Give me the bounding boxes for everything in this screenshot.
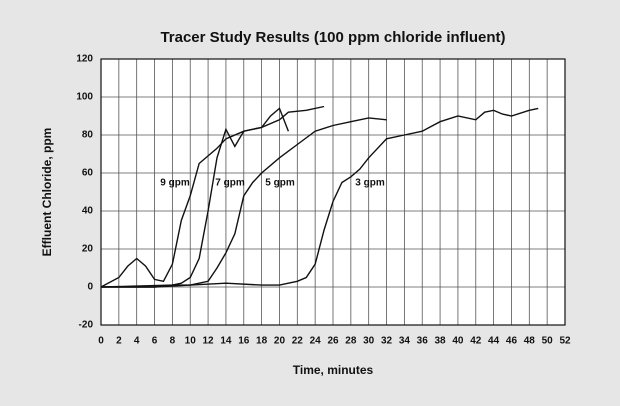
x-tick-label: 50 <box>542 336 554 347</box>
x-tick-label: 2 <box>116 336 122 347</box>
y-tick-label: 100 <box>76 92 93 103</box>
x-tick-label: 20 <box>274 336 286 347</box>
line-series <box>101 105 325 288</box>
series-label: 3 gpm <box>355 178 385 189</box>
x-tick-label: 36 <box>417 336 429 347</box>
y-tick-label: -20 <box>79 320 94 331</box>
x-tick-label: 16 <box>238 336 250 347</box>
plot-border <box>100 58 566 326</box>
x-tick-label: 18 <box>256 336 268 347</box>
x-tick-label: 44 <box>488 336 500 347</box>
x-tick-label: 26 <box>327 336 339 347</box>
series-label: 7 gpm <box>215 178 245 189</box>
x-tick-label: 38 <box>435 336 447 347</box>
x-tick-label: 40 <box>452 336 464 347</box>
y-axis-label: Effluent Chloride, ppm <box>40 128 54 257</box>
y-tick-label: 0 <box>87 282 93 293</box>
x-tick-label: 12 <box>203 336 215 347</box>
x-tick-label: 10 <box>185 336 197 347</box>
x-tick-label: 32 <box>381 336 393 347</box>
x-tick-label: 14 <box>220 336 232 347</box>
y-tick-label: 80 <box>82 130 94 141</box>
x-tick-label: 22 <box>292 336 304 347</box>
series-label: 5 gpm <box>265 178 295 189</box>
y-tick-label: 120 <box>76 54 93 65</box>
x-tick-label: 30 <box>363 336 375 347</box>
y-tick-label: 40 <box>82 206 94 217</box>
x-tick-label: 0 <box>98 336 104 347</box>
x-tick-label: 28 <box>345 336 357 347</box>
y-tick-label: 60 <box>82 168 94 179</box>
x-tick-label: 48 <box>524 336 536 347</box>
line-series <box>101 107 539 288</box>
x-tick-label: 34 <box>399 336 411 347</box>
line-series <box>100 117 387 288</box>
x-tick-label: 4 <box>134 336 140 347</box>
series-label: 9 gpm <box>160 178 190 189</box>
x-tick-label: 42 <box>470 336 482 347</box>
x-tick-label: 46 <box>506 336 518 347</box>
x-axis-label: Time, minutes <box>293 363 374 377</box>
chart-title: Tracer Study Results (100 ppm chloride i… <box>160 29 505 46</box>
x-tick-label: 52 <box>559 336 571 347</box>
x-tick-label: 24 <box>310 336 322 347</box>
y-tick-label: 20 <box>82 244 94 255</box>
x-tick-label: 6 <box>152 336 158 347</box>
x-tick-label: 8 <box>170 336 176 347</box>
